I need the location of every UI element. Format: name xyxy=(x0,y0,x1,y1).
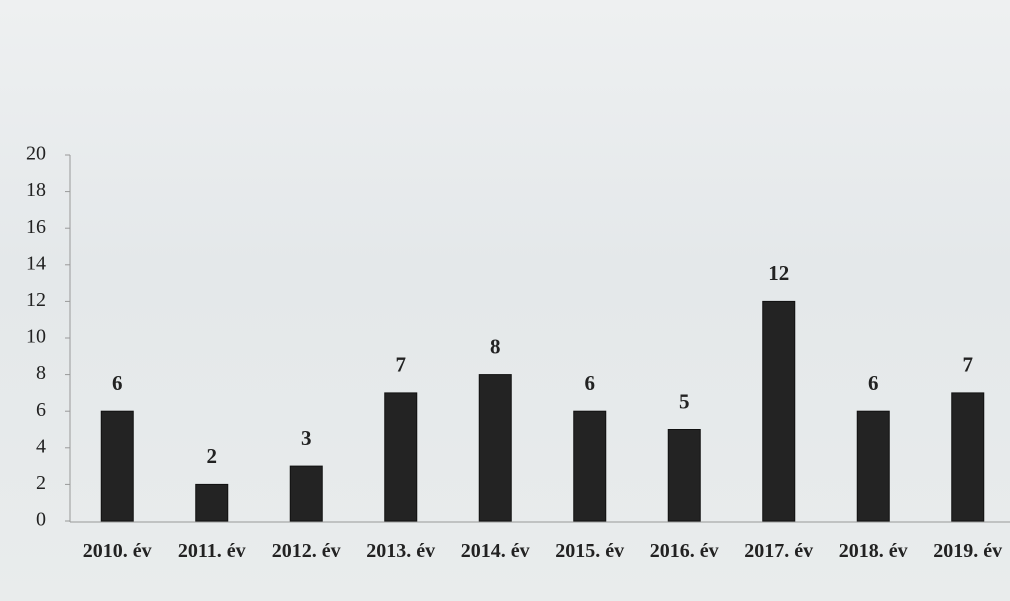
value-label: 6 xyxy=(585,371,596,395)
bar xyxy=(478,374,512,522)
value-label: 8 xyxy=(490,334,501,358)
value-label: 6 xyxy=(868,371,879,395)
y-tick-label: 10 xyxy=(26,326,46,348)
bar xyxy=(762,300,796,522)
value-label: 2 xyxy=(207,444,218,468)
y-tick-label: 16 xyxy=(26,216,46,238)
x-tick-label: 2015. év xyxy=(555,540,625,562)
x-tick-label: 2019. év xyxy=(933,540,1003,562)
x-tick-label: 2016. év xyxy=(649,540,719,562)
y-tick-label: 18 xyxy=(26,179,46,201)
y-tick-label: 2 xyxy=(36,472,46,494)
value-label: 7 xyxy=(963,353,974,377)
value-label: 3 xyxy=(301,426,312,450)
bar xyxy=(573,410,607,522)
value-label: 5 xyxy=(679,389,690,413)
x-tick-label: 2017. év xyxy=(744,540,814,562)
value-label: 12 xyxy=(768,261,789,285)
bar xyxy=(384,392,418,522)
y-tick-label: 8 xyxy=(36,362,46,384)
y-tick-label: 4 xyxy=(36,435,46,457)
y-tick-label: 0 xyxy=(36,509,46,531)
y-tick-label: 6 xyxy=(36,399,46,421)
x-tick-label: 2013. év xyxy=(366,540,436,562)
bar xyxy=(667,429,701,522)
value-label: 6 xyxy=(112,371,123,395)
y-tick-label: 20 xyxy=(26,143,46,165)
bar xyxy=(195,483,229,522)
x-tick-label: 2012. év xyxy=(271,540,341,562)
bar xyxy=(856,410,890,522)
y-tick-label: 12 xyxy=(26,289,46,311)
x-tick-label: 2014. év xyxy=(460,540,530,562)
x-tick-label: 2011. év xyxy=(177,540,246,562)
y-tick-label: 14 xyxy=(26,252,46,274)
x-tick-label: 2010. év xyxy=(82,540,152,562)
value-label: 7 xyxy=(396,353,407,377)
bar xyxy=(289,465,323,522)
x-tick-label: 2018. év xyxy=(838,540,908,562)
bar xyxy=(100,410,134,522)
bar xyxy=(951,392,985,522)
